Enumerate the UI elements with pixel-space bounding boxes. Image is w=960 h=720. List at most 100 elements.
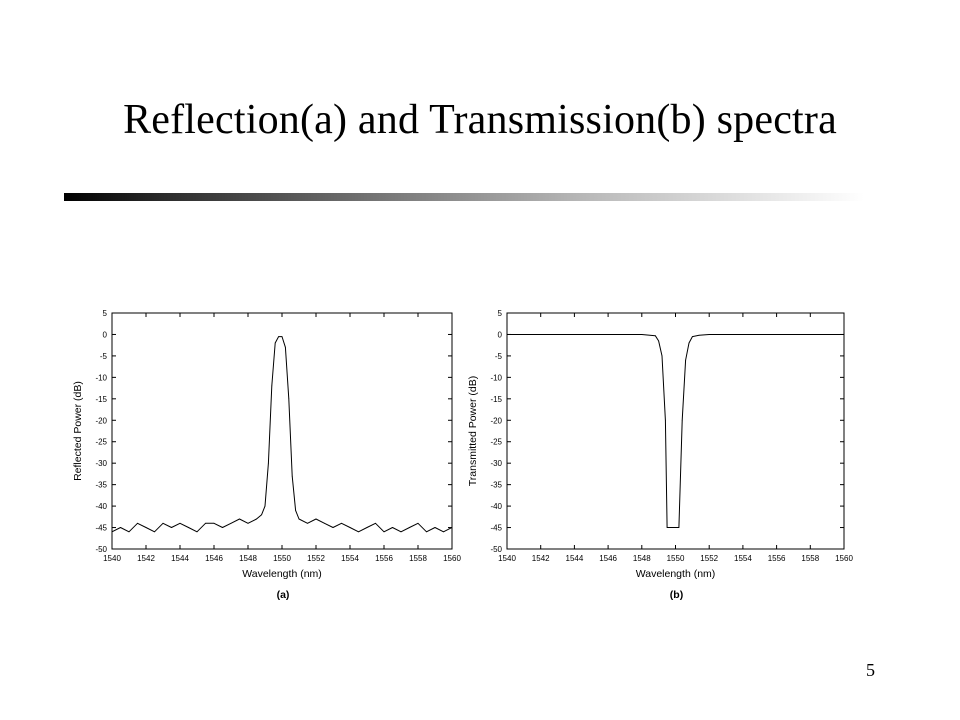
x-tick-label: 1552 [307, 554, 325, 563]
y-tick-label: -30 [490, 459, 502, 468]
data-point [409, 527, 410, 528]
data-point [281, 336, 283, 337]
y-tick-label: -5 [495, 352, 503, 361]
data-point [383, 531, 385, 533]
title-gradient-rule [64, 193, 864, 201]
data-point [247, 522, 249, 524]
data-point [332, 527, 334, 528]
x-tick-label: 1560 [835, 554, 853, 563]
data-point [708, 334, 710, 335]
chart-panel-a: 1540 1542 1544 1546 1548 1550 1552 1554 1556 1558… [72, 309, 461, 601]
data-point [324, 522, 325, 524]
data-point [654, 335, 656, 337]
x-tick-label: 1548 [239, 554, 257, 563]
data-point [271, 385, 273, 387]
data-point [205, 522, 206, 524]
data-point [261, 514, 262, 516]
y-tick-label: -25 [95, 438, 107, 447]
data-point [264, 505, 266, 507]
data-point [668, 527, 670, 528]
data-point [358, 531, 359, 533]
data-point [239, 518, 240, 520]
data-point [641, 334, 643, 335]
slide-title: Reflection(a) and Transmission(b) spectr… [123, 97, 837, 143]
x-tick-label: 1540 [103, 554, 121, 563]
y-tick-label: -5 [100, 352, 108, 361]
x-tick-label: 1558 [409, 554, 427, 563]
x-tick-label: 1544 [171, 554, 189, 563]
data-point [665, 419, 666, 421]
x-tick-label: 1556 [375, 554, 393, 563]
data-point [540, 334, 542, 335]
y-tick-label: -20 [95, 416, 107, 425]
y-tick-label: -35 [490, 481, 502, 490]
x-tick-label: 1552 [700, 554, 718, 563]
x-tick-label: 1550 [273, 554, 291, 563]
data-point [274, 342, 276, 344]
data-point [128, 531, 130, 533]
data-point [692, 336, 693, 337]
data-point [120, 527, 121, 528]
plot-frame [506, 312, 845, 550]
x-axis-label: Wavelength (nm) [636, 568, 716, 580]
x-tick-label: 1556 [768, 554, 786, 563]
data-point [291, 475, 293, 477]
x-tick-label: 1542 [137, 554, 155, 563]
data-point [213, 522, 215, 524]
data-point [295, 510, 296, 511]
plot-frame [111, 312, 453, 550]
data-point [742, 334, 744, 335]
page-number: 5 [866, 660, 875, 680]
x-tick-label: 1550 [667, 554, 685, 563]
data-point [179, 522, 181, 524]
data-point [137, 522, 138, 524]
data-point [678, 527, 680, 528]
data-point [375, 522, 376, 524]
data-point [434, 527, 436, 528]
spectrum-line [112, 336, 452, 533]
y-tick-label: -40 [490, 502, 502, 511]
data-point [315, 518, 317, 520]
data-point [809, 334, 811, 335]
data-point [349, 527, 351, 528]
data-point [574, 334, 575, 335]
data-point [776, 334, 777, 335]
data-point [171, 527, 172, 528]
x-tick-label: 1554 [734, 554, 752, 563]
y-axis-label: Transmitted Power (dB) [467, 376, 479, 486]
y-tick-label: 5 [103, 309, 108, 318]
x-tick-label: 1560 [443, 554, 461, 563]
y-tick-label: -10 [95, 373, 107, 382]
x-tick-label: 1542 [532, 554, 550, 563]
x-tick-label: 1558 [801, 554, 819, 563]
y-tick-label: -35 [95, 481, 107, 490]
data-point [188, 527, 189, 528]
y-tick-label: -10 [490, 373, 502, 382]
y-tick-label: -20 [490, 416, 502, 425]
y-tick-label: 5 [498, 309, 503, 318]
chart-panel-b: 1540 1542 1544 1546 1548 1550 1552 1554 1556 1558… [467, 309, 853, 601]
y-tick-label: -50 [490, 545, 502, 554]
y-tick-label: -40 [95, 502, 107, 511]
data-point [285, 346, 286, 348]
x-axis-label: Wavelength (nm) [242, 568, 322, 580]
panel-label: (b) [670, 589, 683, 601]
panel-label: (a) [277, 589, 290, 601]
data-point [392, 527, 393, 528]
data-point [681, 419, 683, 421]
data-point [417, 522, 419, 524]
data-point [256, 518, 257, 520]
data-point [111, 531, 113, 533]
data-point [268, 462, 269, 464]
y-tick-label: -45 [95, 524, 107, 533]
y-tick-label: 0 [498, 330, 503, 339]
data-point [196, 531, 198, 533]
data-point [685, 359, 686, 361]
y-tick-label: -15 [95, 395, 107, 404]
x-tick-label: 1548 [633, 554, 651, 563]
x-tick-label: 1554 [341, 554, 359, 563]
data-point [675, 527, 676, 528]
data-point [278, 336, 279, 337]
data-point [451, 527, 453, 528]
